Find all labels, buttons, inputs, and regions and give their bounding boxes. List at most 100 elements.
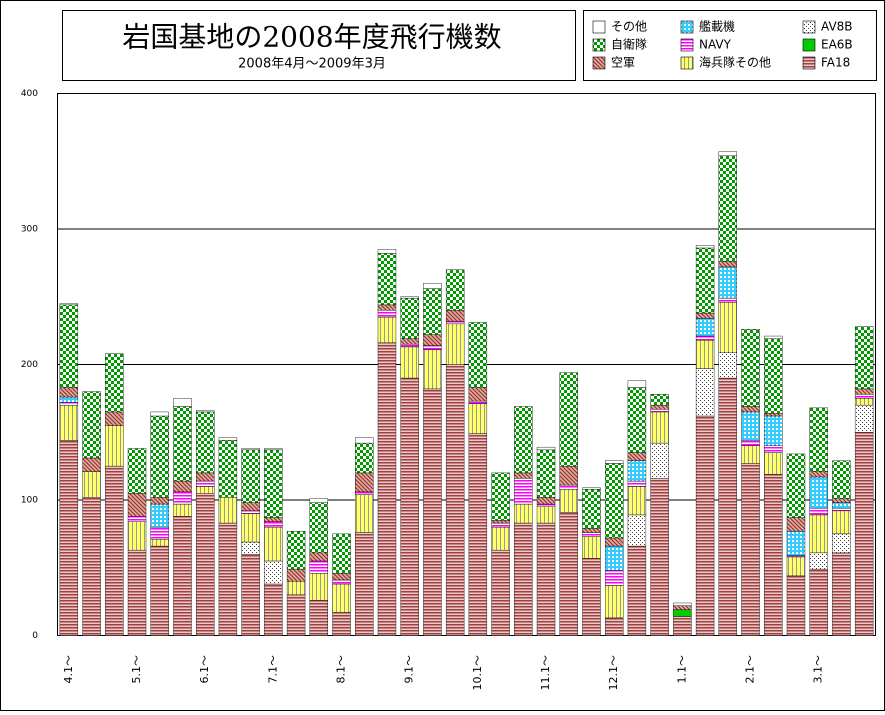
bar-segment [764,338,783,414]
bar-segment [423,349,442,390]
bar-segment [377,253,397,306]
bar-segment [105,425,124,467]
bar-segment [59,402,79,406]
bar-segment [673,609,692,617]
bar-segment [195,411,215,474]
legend-label: 空軍 [611,56,635,70]
bar-segment [150,545,169,636]
bar-segment [445,323,465,365]
bar-segment [673,602,692,606]
bar-segment [514,472,533,479]
bar-segment [832,498,851,503]
bar-segment [127,549,147,636]
bar-segment [786,555,806,558]
bar-segment [582,528,601,533]
bar-segment [150,526,169,540]
bar-segment [332,579,351,585]
bar-segment [241,510,260,514]
bar-segment [627,480,647,487]
bar-segment [832,510,851,535]
bar-segment [650,404,669,410]
bar-segment [264,526,283,562]
bar-segment [695,335,715,341]
bar-segment [514,478,533,505]
bar-segment [264,583,283,636]
bar-segment [604,570,624,586]
bar-segment [423,283,442,289]
bar-segment [332,612,351,636]
bar-segment [832,552,851,636]
bar-segment [377,249,397,254]
bar-segment [173,398,192,407]
chart-subtitle: 2008年4月～2009年3月 [238,57,386,72]
bar-segment [468,400,488,404]
bar-segment [150,415,169,498]
y-tick-label: 100 [21,496,38,506]
bar-segment [764,445,783,453]
bar-segment [241,554,260,636]
bar-segment [582,536,601,559]
bar-segment [241,513,260,543]
bar-segment [423,288,442,335]
x-tick-label: 6.1～ [198,655,211,684]
bar-segment [264,449,283,518]
bar-segment [286,530,306,570]
bar-segment [82,391,101,459]
bar-segment [741,440,760,447]
bar-segment [218,522,238,636]
bar-segment [604,617,624,636]
bar-segment [218,437,238,441]
bar-segment [241,502,260,512]
bar-segment [695,245,715,249]
bar-segment [741,411,760,441]
bar-segment [673,616,692,636]
bar-segment [264,560,283,585]
bar-segment [650,411,669,444]
bar-segment [650,409,669,413]
legend-swatch [680,38,694,52]
bar-segment [514,503,533,524]
bar-segment [604,545,624,571]
bar-segment [650,442,669,479]
bar-segment [764,335,783,339]
bar-segment [59,404,79,441]
legend-box [583,10,877,81]
x-tick-label: 5.1～ [130,655,143,684]
bar-segment [445,269,465,311]
bar-segment [82,497,101,636]
bar-segment [718,151,738,157]
bar-segment [764,474,783,636]
bar-segment [468,387,488,402]
bar-segment [59,440,79,636]
bar-segment [559,465,578,486]
bar-segment [309,600,329,636]
bar-segment [355,442,374,474]
bar-segment [491,526,510,551]
bar-segment [582,532,601,537]
bar-segment [741,445,760,464]
legend-label: 自衛隊 [611,37,647,52]
bar-segment [105,353,124,413]
bar-segment [718,261,738,268]
bar-segment [514,522,533,636]
bar-segment [627,452,647,461]
x-tick-label: 7.1～ [266,655,279,684]
bar-segment [582,558,601,636]
bar-segment [809,476,828,509]
bar-segment [627,387,647,453]
x-tick-label: 4.1～ [62,655,75,684]
bar-segment [809,407,828,472]
x-tick-label: 3.1～ [812,655,825,684]
legend-swatch [592,56,606,70]
bar-segment [150,539,169,547]
legend-swatch [802,38,816,52]
x-tick-label: 1.1～ [675,655,688,684]
bar-segment [650,394,669,406]
bar-segment [786,575,806,636]
y-tick-label: 300 [21,225,38,235]
bar-segment [627,380,647,388]
bar-segment [764,415,783,446]
bar-segment [741,329,760,407]
bar-segment [536,506,556,524]
legend-swatch [802,20,816,34]
